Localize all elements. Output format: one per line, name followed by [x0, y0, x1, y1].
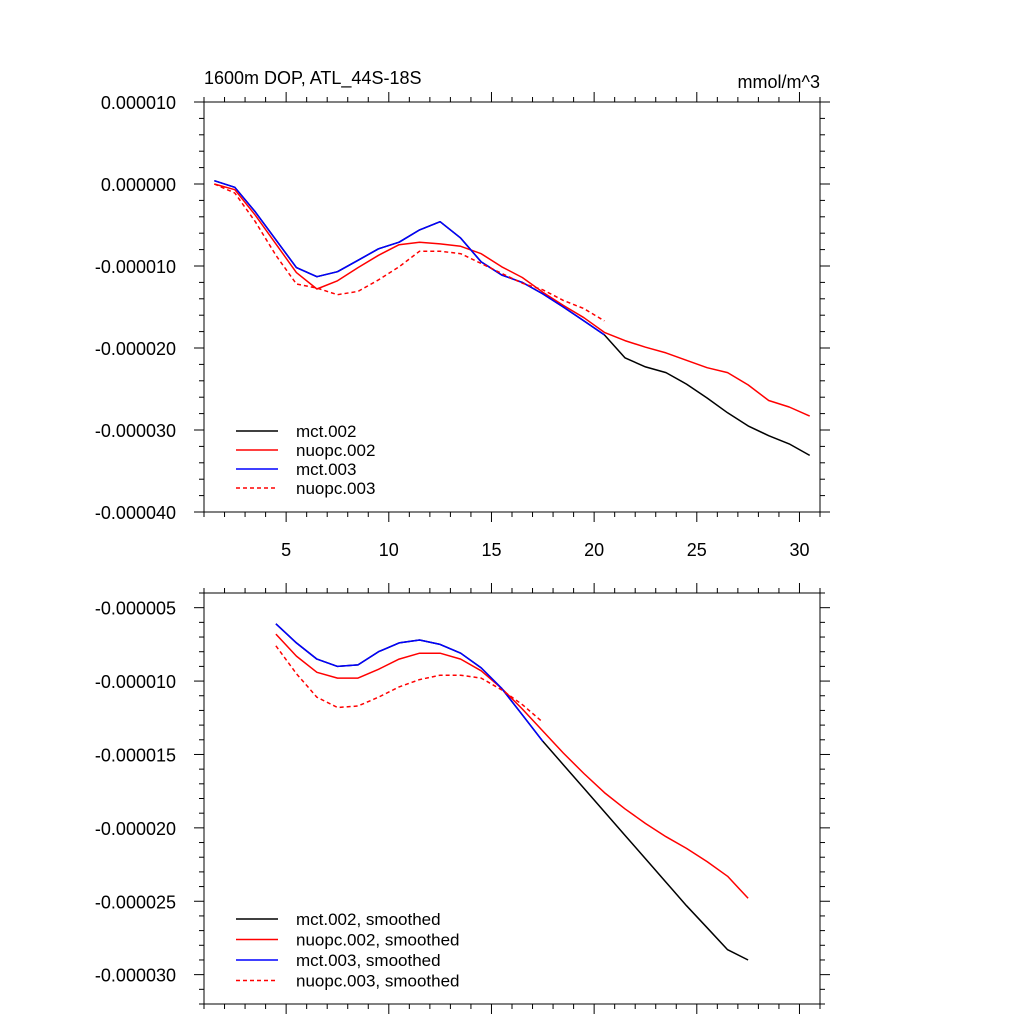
y-tick-label: -0.000030 [95, 421, 176, 441]
chart-units: mmol/m^3 [738, 72, 820, 92]
top-chart-panel: 1600m DOP, ATL_44S-18S mmol/m^3 5 10 15 20 2… [95, 68, 830, 560]
chart-title: 1600m DOP, ATL_44S-18S [204, 68, 421, 89]
legend-label: nuopc.003 [296, 479, 375, 498]
y-tick-label: -0.000020 [95, 819, 176, 839]
x-tick-label: 10 [379, 540, 399, 560]
series-line [214, 179, 605, 336]
y-tick-label: -0.000010 [95, 257, 176, 277]
y-tick-label: -0.000010 [95, 672, 176, 692]
y-tick-label: -0.000025 [95, 892, 176, 912]
legend-label: nuopc.002, smoothed [296, 931, 460, 950]
series-line [275, 623, 544, 742]
x-tick-label: 30 [789, 540, 809, 560]
series-line [213, 183, 605, 322]
y-tick-label: -0.000005 [95, 599, 176, 619]
y-tick-label: -0.000040 [95, 503, 176, 523]
legend-label: mct.003 [296, 460, 356, 479]
x-tick-label: 20 [584, 540, 604, 560]
legend-label: mct.003, smoothed [296, 951, 441, 970]
x-tick-label: 25 [687, 540, 707, 560]
y-tick-label: -0.000030 [95, 966, 176, 986]
y-tick-label: 0.000010 [101, 93, 176, 113]
series-line [214, 179, 811, 457]
series-line [275, 633, 749, 899]
legend-label: nuopc.003, smoothed [296, 972, 460, 991]
legend-label: nuopc.002 [296, 441, 375, 460]
x-tick-label: 5 [281, 540, 291, 560]
legend-label: mct.002, smoothed [296, 910, 441, 929]
y-tick-label: -0.000015 [95, 745, 176, 765]
y-tick-label: 0.000000 [101, 175, 176, 195]
legend-label: mct.002 [296, 422, 356, 441]
bottom-chart-panel: -0.000005 -0.000010 -0.000015 -0.000020 -0.0… [95, 583, 830, 1014]
x-tick-label: 15 [481, 540, 501, 560]
series-line [214, 183, 811, 417]
series-line [275, 645, 544, 723]
y-tick-label: -0.000020 [95, 339, 176, 359]
